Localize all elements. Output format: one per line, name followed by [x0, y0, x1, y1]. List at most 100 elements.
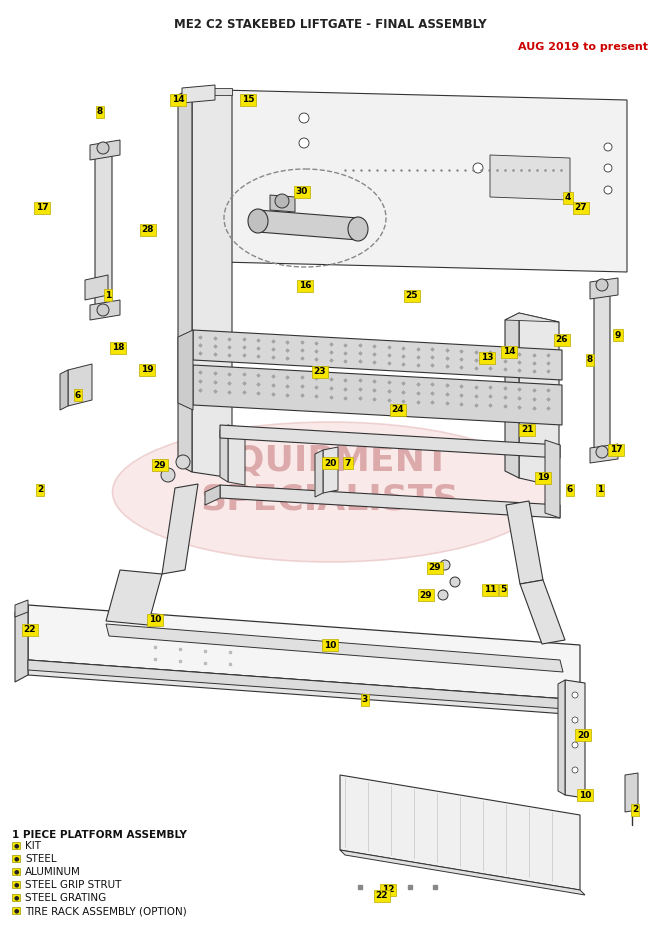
Text: 23: 23	[314, 367, 326, 377]
Polygon shape	[490, 155, 570, 200]
Text: 29: 29	[154, 460, 166, 470]
FancyBboxPatch shape	[12, 881, 20, 888]
Text: 3: 3	[362, 695, 368, 705]
Text: ALUMINUM: ALUMINUM	[25, 867, 81, 877]
Polygon shape	[85, 275, 108, 300]
Text: 8: 8	[97, 107, 103, 116]
Text: 1 PIECE PLATFORM ASSEMBLY: 1 PIECE PLATFORM ASSEMBLY	[12, 830, 187, 840]
Polygon shape	[90, 300, 120, 320]
Text: 2: 2	[632, 805, 638, 815]
FancyBboxPatch shape	[12, 855, 20, 862]
Polygon shape	[182, 85, 215, 103]
Polygon shape	[28, 660, 580, 715]
FancyBboxPatch shape	[12, 894, 20, 901]
Circle shape	[596, 279, 608, 291]
Polygon shape	[220, 90, 627, 272]
Circle shape	[275, 194, 289, 208]
Text: ●: ●	[13, 883, 18, 887]
Text: 26: 26	[556, 336, 568, 345]
FancyBboxPatch shape	[12, 842, 20, 849]
Polygon shape	[625, 773, 638, 812]
Polygon shape	[505, 313, 559, 322]
Circle shape	[604, 143, 612, 151]
Circle shape	[176, 455, 190, 469]
Text: 29: 29	[420, 591, 432, 599]
Polygon shape	[205, 485, 220, 505]
Text: 14: 14	[503, 348, 515, 357]
Polygon shape	[193, 365, 562, 425]
Text: 19: 19	[140, 365, 154, 375]
Circle shape	[572, 717, 578, 723]
Text: 17: 17	[36, 203, 48, 212]
Text: 28: 28	[142, 226, 154, 235]
Polygon shape	[565, 680, 585, 798]
Text: 27: 27	[575, 203, 587, 212]
Polygon shape	[68, 364, 92, 406]
Text: 5: 5	[500, 585, 506, 595]
Circle shape	[97, 304, 109, 316]
Text: 2: 2	[37, 486, 43, 495]
Text: 17: 17	[610, 445, 622, 455]
Polygon shape	[220, 425, 228, 482]
Circle shape	[596, 446, 608, 458]
Text: ●: ●	[13, 843, 18, 848]
Text: 24: 24	[391, 405, 405, 415]
Polygon shape	[323, 447, 338, 493]
Text: ●: ●	[13, 870, 18, 874]
Text: KIT: KIT	[25, 841, 41, 851]
Text: ●: ●	[13, 857, 18, 861]
Ellipse shape	[113, 422, 548, 562]
Polygon shape	[505, 313, 519, 478]
Circle shape	[299, 138, 309, 148]
Text: 10: 10	[324, 640, 336, 650]
Text: TIRE RACK ASSEMBLY (OPTION): TIRE RACK ASSEMBLY (OPTION)	[25, 906, 186, 916]
Circle shape	[604, 164, 612, 172]
Text: 6: 6	[567, 486, 573, 495]
Circle shape	[161, 468, 175, 482]
Polygon shape	[519, 313, 559, 487]
Polygon shape	[90, 140, 120, 160]
Text: 12: 12	[382, 885, 394, 895]
Text: 22: 22	[376, 892, 388, 900]
Text: 6: 6	[75, 391, 81, 400]
Text: 8: 8	[587, 355, 593, 364]
Text: 20: 20	[577, 731, 589, 739]
Polygon shape	[178, 330, 193, 410]
Polygon shape	[15, 600, 28, 617]
Polygon shape	[594, 286, 610, 459]
Text: 21: 21	[521, 426, 533, 434]
Text: 20: 20	[324, 459, 336, 468]
Text: AUG 2019 to present: AUG 2019 to present	[518, 42, 648, 52]
FancyBboxPatch shape	[12, 868, 20, 875]
Polygon shape	[520, 580, 565, 644]
Polygon shape	[545, 440, 560, 518]
Polygon shape	[106, 624, 563, 672]
Polygon shape	[590, 444, 618, 463]
Text: 10: 10	[149, 615, 161, 624]
Circle shape	[604, 186, 612, 194]
Polygon shape	[590, 278, 618, 299]
Polygon shape	[15, 605, 28, 682]
Polygon shape	[258, 210, 358, 240]
Circle shape	[551, 163, 561, 173]
Polygon shape	[558, 680, 565, 795]
Text: EQUIPMENT
SPECIALISTS: EQUIPMENT SPECIALISTS	[201, 444, 459, 516]
Ellipse shape	[348, 217, 368, 241]
Text: ●: ●	[13, 909, 18, 913]
Polygon shape	[220, 425, 560, 458]
Text: ●: ●	[13, 896, 18, 900]
Polygon shape	[192, 88, 232, 478]
Polygon shape	[270, 195, 295, 212]
Ellipse shape	[248, 209, 268, 233]
Polygon shape	[228, 425, 245, 485]
Circle shape	[299, 113, 309, 123]
Text: 13: 13	[481, 353, 493, 363]
Text: 9: 9	[615, 331, 621, 339]
Circle shape	[440, 560, 450, 570]
Polygon shape	[162, 484, 198, 574]
Polygon shape	[220, 485, 560, 518]
Text: ME2 C2 STAKEBED LIFTGATE - FINAL ASSEMBLY: ME2 C2 STAKEBED LIFTGATE - FINAL ASSEMBL…	[174, 18, 486, 31]
Text: 19: 19	[536, 473, 550, 483]
Text: 18: 18	[112, 344, 125, 352]
Text: 15: 15	[242, 95, 254, 104]
